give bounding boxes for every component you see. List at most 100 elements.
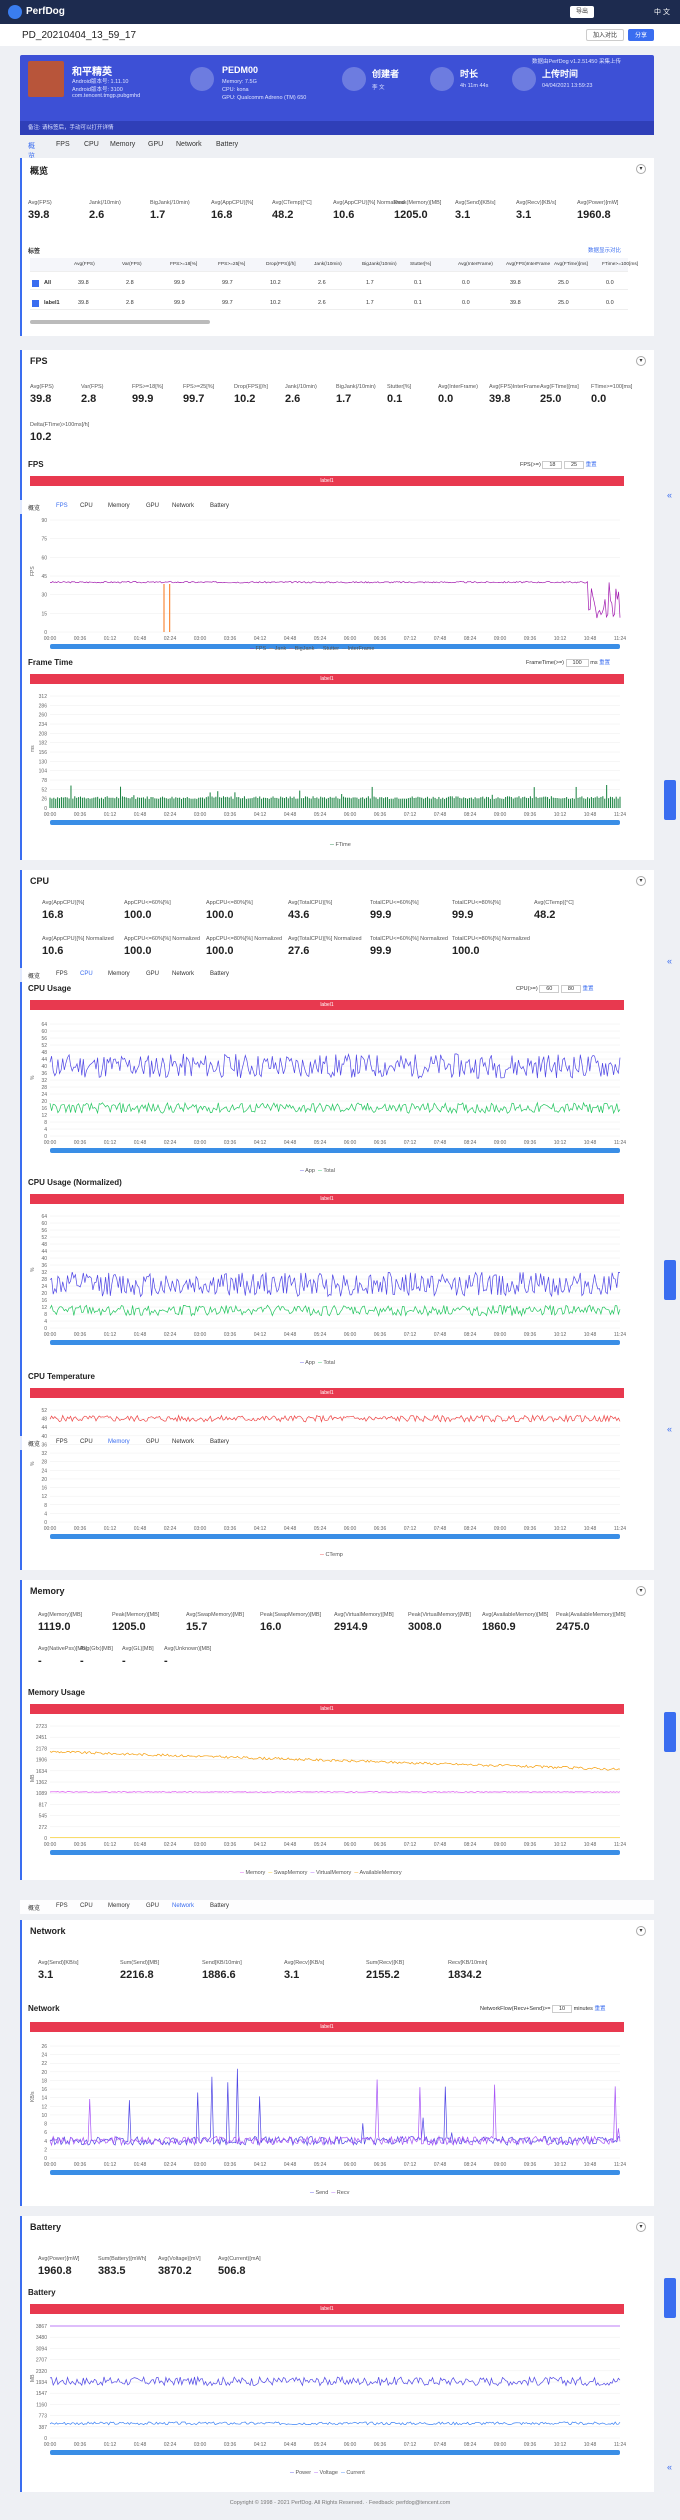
y-tick-label: 36 bbox=[41, 1263, 47, 1269]
x-tick-label: 06:00 bbox=[344, 1526, 357, 1532]
fold-icon[interactable]: « bbox=[666, 2462, 672, 2472]
x-tick-label: 02:24 bbox=[164, 1842, 177, 1848]
cpu-threshold-b[interactable]: 80 bbox=[560, 985, 582, 993]
table-row[interactable]: All 39.8 2.8 99.9 99.7 10.2 2.6 1.7 0.1 0.0 39.8 25… bbox=[30, 276, 628, 290]
cpu-n-legend: ─ App ─ Total bbox=[300, 1360, 335, 1366]
side-panel-handle[interactable] bbox=[664, 780, 676, 820]
x-tick-label: 07:12 bbox=[404, 1332, 417, 1338]
y-tick-label: 64 bbox=[41, 1022, 47, 1028]
collapse-icon[interactable]: ▾ bbox=[636, 1926, 646, 1936]
side-panel-handle[interactable] bbox=[664, 1712, 676, 1752]
collapse-icon[interactable]: ▾ bbox=[636, 2222, 646, 2232]
compare-button[interactable]: 加入对比 bbox=[586, 29, 625, 41]
y-axis-label: MB bbox=[30, 1774, 36, 1782]
share-button[interactable]: 分享 bbox=[628, 29, 655, 41]
memory-chart[interactable]: 0 272 545 817 1089 1362 1634 1906 2178 2451 2723 MB… bbox=[28, 1720, 626, 1870]
net-reset-button[interactable]: 重置 bbox=[594, 2006, 606, 2012]
stat-avg-fps-interframe: Avg(FPS)InterFrame 39.8 bbox=[489, 384, 540, 405]
series-line bbox=[49, 1271, 621, 1298]
x-tick-label: 03:36 bbox=[224, 636, 237, 642]
x-tick-label: 03:00 bbox=[194, 636, 207, 642]
stat-avg-unknown-mb-: Avg(Unknown)[MB] - bbox=[164, 1646, 212, 1667]
collapse-icon[interactable]: ▾ bbox=[636, 876, 646, 886]
x-tick-label: 09:36 bbox=[524, 1842, 537, 1848]
tab-cpu[interactable]: CPU bbox=[84, 141, 99, 148]
fps-chart[interactable]: 0 15 30 45 60 75 90 FPS 00:00 00:36 01:12 01:48 02:2… bbox=[28, 514, 626, 654]
table-row[interactable]: label1 39.8 2.8 99.9 99.7 10.2 2.6 1.7 0.1 0.0 39.… bbox=[30, 296, 628, 310]
side-panel-handle[interactable] bbox=[664, 2278, 676, 2318]
collapse-icon[interactable]: ▾ bbox=[636, 164, 646, 174]
net-threshold-input[interactable]: 10 bbox=[552, 2005, 573, 2013]
x-tick-label: 00:36 bbox=[74, 2442, 87, 2448]
y-tick-label: 28 bbox=[41, 1277, 47, 1283]
fps-threshold-b[interactable]: 25 bbox=[563, 461, 585, 469]
x-tick-label: 10:48 bbox=[584, 2442, 597, 2448]
perfdog-version: 数据由PerfDog v1.2.51450 采集上传 bbox=[532, 59, 621, 65]
collapse-icon[interactable]: ▾ bbox=[636, 1586, 646, 1596]
x-tick-label: 09:00 bbox=[494, 1332, 507, 1338]
tab-fps[interactable]: FPS bbox=[56, 141, 70, 148]
x-tick-label: 01:12 bbox=[104, 812, 117, 818]
x-tick-label: 05:24 bbox=[314, 1526, 327, 1532]
case-note: 备注: 请标签后，手动可以打开详情 bbox=[20, 121, 654, 135]
frametime-chart-title: Frame Time bbox=[28, 658, 73, 667]
tab-battery[interactable]: Battery bbox=[216, 141, 239, 148]
fold-icon[interactable]: « bbox=[666, 490, 672, 500]
x-tick-label: 10:48 bbox=[584, 1842, 597, 1848]
fold-icon[interactable]: « bbox=[666, 1424, 672, 1434]
export-button[interactable]: 导出 bbox=[570, 6, 595, 18]
reset-button[interactable]: 重置 bbox=[585, 462, 597, 468]
stat-send-kb-10min-: Send[KB/10min] 1886.6 bbox=[202, 1960, 242, 1981]
label-compare-link[interactable]: 数据显示对比 bbox=[588, 248, 622, 254]
ft-threshold-input[interactable]: 100 bbox=[565, 659, 589, 667]
ft-reset-button[interactable]: 重置 bbox=[599, 660, 611, 666]
x-tick-label: 07:48 bbox=[434, 636, 447, 642]
battery-chart[interactable]: 0 387 773 1160 1547 1934 2320 2707 3094 3480 3867 M… bbox=[28, 2320, 626, 2470]
x-tick-label: 09:36 bbox=[524, 1332, 537, 1338]
cpu-reset-button[interactable]: 重置 bbox=[582, 986, 594, 992]
fps-threshold-a[interactable]: 18 bbox=[542, 461, 563, 469]
x-tick-label: 04:48 bbox=[284, 1526, 297, 1532]
x-tick-label: 06:00 bbox=[344, 1842, 357, 1848]
y-axis-label: % bbox=[30, 1267, 36, 1272]
x-tick-label: 03:00 bbox=[194, 2442, 207, 2448]
x-tick-label: 02:24 bbox=[164, 1140, 177, 1146]
tab-memory[interactable]: Memory bbox=[110, 141, 136, 148]
x-tick-label: 08:24 bbox=[464, 1526, 477, 1532]
sticky-tabs: 概览 FPS CPU Memory GPU Network Battery bbox=[20, 968, 654, 982]
y-tick-label: 2723 bbox=[36, 1724, 47, 1730]
row-checkbox[interactable] bbox=[32, 280, 39, 287]
stat-fps-18-: FPS>=18[%] 99.9 bbox=[132, 384, 164, 405]
y-tick-label: 817 bbox=[39, 1802, 48, 1808]
x-tick-label: 06:36 bbox=[374, 2162, 387, 2168]
series-line bbox=[49, 2079, 621, 2147]
time-range-slider bbox=[50, 1340, 620, 1345]
tab-gpu[interactable]: GPU bbox=[148, 141, 164, 148]
table-scrollbar[interactable] bbox=[30, 320, 210, 324]
cpu-threshold-a[interactable]: 60 bbox=[539, 985, 560, 993]
x-tick-label: 07:48 bbox=[434, 1842, 447, 1848]
stat-avg-appcpu-normalized: Avg(AppCPU)[%] Normalized 10.6 bbox=[333, 200, 405, 221]
tab-overview[interactable]: 概览 bbox=[28, 143, 35, 160]
fold-icon[interactable]: « bbox=[666, 956, 672, 966]
y-axis-label: KB/s bbox=[30, 2091, 36, 2102]
language-selector[interactable]: 中 文 bbox=[654, 9, 670, 16]
y-tick-label: 2320 bbox=[36, 2369, 47, 2375]
sticky-tabs: 概览 FPS CPU Memory GPU Network Battery bbox=[20, 1436, 654, 1450]
x-tick-label: 06:00 bbox=[344, 812, 357, 818]
frametime-chart[interactable]: 0 26 52 78 104 130 156 182 208 234 260 286 312 ms 00:0… bbox=[28, 690, 626, 840]
x-tick-label: 08:24 bbox=[464, 2162, 477, 2168]
time-range-slider bbox=[50, 2170, 620, 2175]
collapse-icon[interactable]: ▾ bbox=[636, 356, 646, 366]
y-tick-label: 48 bbox=[41, 1050, 47, 1056]
side-panel-handle[interactable] bbox=[664, 1260, 676, 1300]
x-tick-label: 00:36 bbox=[74, 636, 87, 642]
row-checkbox[interactable] bbox=[32, 300, 39, 307]
y-tick-label: 1634 bbox=[36, 1769, 47, 1775]
x-tick-label: 02:24 bbox=[164, 1526, 177, 1532]
tab-network[interactable]: Network bbox=[176, 141, 202, 148]
